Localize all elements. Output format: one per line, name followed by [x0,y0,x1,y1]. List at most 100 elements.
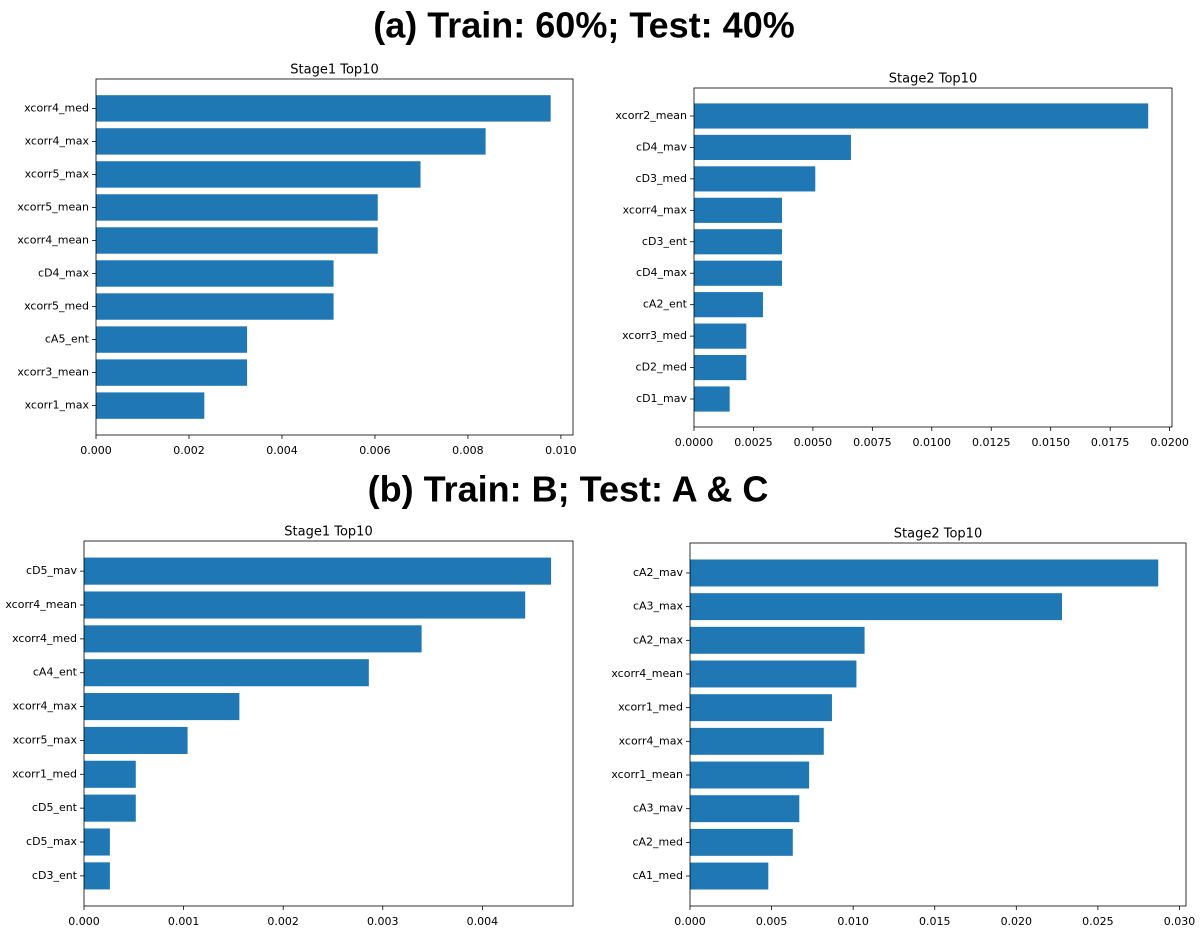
y-tick-label: xcorr4_mean [17,233,89,246]
bar [84,828,110,856]
y-tick-label: cD2_med [636,361,687,374]
bar [96,128,486,155]
x-tick-label: 0.0175 [1091,436,1130,449]
x-tick-label: 0.0200 [1150,436,1189,449]
y-tick-label: xcorr5_max [13,733,78,746]
y-tick-label: cD5_mav [26,564,77,577]
bar [694,197,782,223]
x-tick-label: 0.0100 [913,436,952,449]
y-tick-label: cD3_ent [32,869,78,882]
bar [96,293,334,320]
x-tick-label: 0.001 [168,915,200,928]
y-tick-label: cD5_ent [32,801,78,814]
x-tick-label: 0.000 [68,915,100,928]
subplot: xcorr4_med xcorr4_max xcorr5_max xcorr5_mea… [17,63,576,458]
x-tick-label: 0.002 [267,915,299,928]
bar [690,559,1159,587]
bar [96,326,248,353]
bar [690,761,810,789]
bar [84,794,136,822]
chart-title: Stage2 Top10 [889,72,977,87]
y-tick-label: cA3_max [633,600,684,613]
subplot: cD5_mav xcorr4_mean xcorr4_med cA4_entxcorr… [5,525,574,928]
bar [694,229,782,255]
bar [690,727,824,755]
bar [690,694,832,722]
x-tick-label: 0.020 [1001,915,1033,928]
bar [96,194,378,221]
bar [690,862,769,890]
y-tick-label: xcorr4_max [623,203,688,216]
chart-title: Stage2 Top10 [894,527,982,542]
y-tick-label: xcorr4_mean [5,598,77,611]
bar [690,660,857,688]
x-tick-label: 0.002 [173,444,205,457]
bar [96,95,551,122]
y-tick-label: xcorr4_med [12,632,77,645]
y-tick-label: xcorr5_mean [17,200,89,213]
y-tick-label: xcorr5_max [25,167,90,180]
x-tick-label: 0.000 [80,444,112,457]
y-tick-label: xcorr5_med [24,300,89,313]
bar [690,593,1062,621]
y-tick-label: xcorr3_mean [17,366,89,379]
x-tick-label: 0.003 [367,915,399,928]
x-tick-label: 0.005 [756,915,788,928]
y-tick-label: xcorr2_mean [615,109,687,122]
bar [690,828,793,856]
bar [694,260,782,286]
y-tick-label: xcorr4_max [619,734,684,747]
plot-frame [95,78,574,436]
y-tick-label: cD3_ent [642,235,688,248]
plot-frame [83,540,574,907]
y-tick-label: cD3_med [636,172,687,185]
x-tick-label: 0.0125 [972,436,1011,449]
x-tick-label: 0.004 [266,444,298,457]
y-tick-label: xcorr4_med [24,101,89,114]
y-tick-label: xcorr1_med [618,701,683,714]
x-tick-label: 0.0050 [794,436,833,449]
y-tick-label: cA4_ent [33,666,78,679]
x-tick-label: 0.015 [919,915,951,928]
section-heading: (b) Train: B; Test: A & C [368,469,769,510]
bar [694,386,730,412]
y-tick-label: cA3_mav [633,802,684,815]
bar [84,693,240,721]
x-tick-label: 0.008 [452,444,484,457]
bar [84,591,526,619]
bar [694,103,1149,129]
bar [96,392,205,419]
x-tick-label: 0.010 [545,444,577,457]
x-tick-label: 0.000 [674,915,706,928]
x-tick-label: 0.030 [1164,915,1196,928]
x-tick-label: 0.025 [1082,915,1114,928]
bar [694,292,763,318]
bar [690,795,800,823]
y-tick-label: xcorr1_med [12,767,77,780]
y-tick-label: cA2_med [632,835,683,848]
y-tick-label: cA2_mav [633,566,684,579]
bar [84,625,422,653]
bar [694,166,816,192]
y-tick-label: xcorr1_max [25,399,90,412]
subplot: cA2_mav cA3_max cA2_max xcorr4_mean xcorr1_m… [611,527,1195,929]
x-tick-label: 0.010 [837,915,869,928]
bar [84,862,110,890]
y-tick-label: cA2_ent [643,298,688,311]
x-tick-label: 0.0000 [675,436,714,449]
y-tick-label: xcorr3_med [622,329,687,342]
y-tick-label: xcorr1_mean [611,768,683,781]
x-tick-label: 0.006 [359,444,391,457]
bar [84,557,552,585]
y-tick-label: cD4_max [636,266,687,279]
y-tick-label: cD5_max [26,835,77,848]
chart-title: Stage1 Top10 [290,63,378,78]
bar [96,161,421,188]
bar [84,760,136,788]
bar [694,134,851,161]
y-tick-label: xcorr4_mean [611,667,683,680]
bar [694,354,747,381]
y-tick-label: cD4_mav [636,140,687,153]
bar [96,260,334,287]
